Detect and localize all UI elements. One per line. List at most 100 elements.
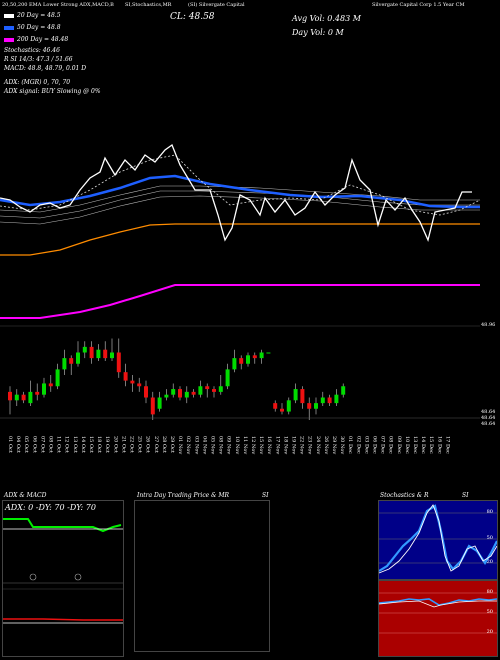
candle-body [110,352,114,359]
date-label: 15 Oct [88,436,94,453]
date-label: 29 Nov [331,436,337,455]
stochastics-value: Stochastics: 46.46 [4,47,60,54]
date-label: 05 Nov [209,436,216,455]
stoch-si-label: SI [462,492,469,499]
date-label: 18 Oct [96,436,103,453]
date-label: 22 Oct [128,436,135,453]
price-axis-top: 48.96 [481,322,496,328]
ma200-text: 200 Day = 48.48 [17,36,69,43]
candle-body [28,391,33,404]
ma20-legend: 20 Day = 48.5 [4,12,61,19]
candle-body [314,403,318,409]
date-label: 08 Nov [217,436,224,455]
date-label: 06 Oct [31,436,38,453]
candle-body [293,389,298,401]
stoch-tick-20: 20 [486,559,493,565]
price-axis-bottom-2: 48.64 [481,415,496,421]
date-label: 04 Nov [201,436,208,455]
ma200-legend: 200 Day = 48.48 [4,36,68,43]
candle-body [130,380,135,384]
price-line [0,143,472,242]
date-label: 21 Oct [120,436,127,453]
candle-body [212,389,216,392]
adx-marker-2 [74,573,82,581]
date-label: 17 Nov [274,436,281,455]
date-label: 05 Oct [23,436,30,453]
adx-values: ADX: 0 -DY: 70 -DY: 70 [5,503,96,512]
stoch-white-line [379,504,497,574]
candle-body [252,355,257,359]
candle-body [8,391,12,401]
candle-body [205,386,210,390]
macd-value: MACD: 48.8, 48.79, 0.01 D [4,65,87,72]
ma200-line [0,284,480,319]
date-label: 08 Oct [47,436,54,453]
candle-body [280,408,284,412]
intraday-si-label: SI [262,492,269,499]
price-axis-bottom-3: 48.64 [481,421,496,427]
si-panel: 80 50 20 [378,580,498,657]
candle-body [96,349,101,359]
candle-body [164,394,169,398]
date-label: 15 Dec [428,436,435,454]
date-label: 11 Nov [241,436,248,455]
si-blue-line [379,598,497,606]
candle-body [286,400,291,412]
candle-body [239,358,244,364]
stoch-panel-title: Stochastics & R [380,492,429,499]
adx-macd-panel: ADX: 0 -DY: 70 -DY: 70 [2,500,124,657]
date-label: 17 Dec [444,436,451,454]
adx-panel-title: ADX & MACD [4,492,47,499]
candle-body [178,389,182,398]
date-label: 10 Nov [233,436,240,455]
stochastics-svg [379,504,497,574]
orange-line [0,223,480,256]
candle-body [191,391,196,395]
adx-macd-svg [3,518,123,624]
date-label: 22 Nov [298,436,305,455]
candle-body [89,346,94,359]
day-volume: Day Vol: 0 M [292,28,344,37]
date-label: 23 Nov [306,436,313,455]
candle-body [21,394,26,401]
ma50-text: 50 Day = 48.8 [17,24,61,31]
candle-body [82,346,87,353]
date-label: 24 Nov [314,436,321,455]
candle-body [225,369,230,387]
adx-value: ADX: (MGR) 0, 70, 70 [4,79,71,86]
candle-body [334,394,339,404]
date-label: 08 Dec [387,436,394,454]
ma20-swatch [4,13,14,18]
ma20-dotted [0,154,481,216]
ma50-line [0,174,480,209]
date-label: 27 Oct [152,436,159,453]
si-tick-50: 50 [486,609,493,615]
close-label: CL: 48.58 [170,12,215,22]
date-label: 02 Nov [185,436,192,455]
si-tick-80: 80 [486,589,493,595]
date-label: 07 Dec [379,436,386,454]
candle-body [76,352,80,364]
avg-volume: Avg Vol: 0.483 M [292,14,361,23]
stoch-blue-line [379,504,497,572]
date-label: 16 Dec [436,436,443,454]
candle-body [273,403,278,409]
date-label: 01 Oct [7,436,13,453]
candle-body [246,355,250,364]
candle-body [35,391,40,395]
date-label: 20 Oct [112,436,119,453]
date-label: 01 Nov [177,436,184,455]
date-label: 19 Oct [104,436,111,453]
candle-body [144,386,148,398]
candle-body [150,397,155,415]
date-label: 26 Nov [322,436,329,455]
ma200-swatch [4,37,14,42]
stoch-tick-50: 50 [486,535,493,541]
candle-body [327,397,332,404]
date-label: 06 Dec [371,436,378,454]
candle-body [116,352,121,373]
price-axis-bottom-1: 48.64 [481,409,496,415]
top-strip: 20,50,200 EMA Lower Strong ADX,MACD,B [2,2,114,8]
date-label: 29 Oct [169,436,175,453]
si-tick-20: 20 [486,629,493,635]
